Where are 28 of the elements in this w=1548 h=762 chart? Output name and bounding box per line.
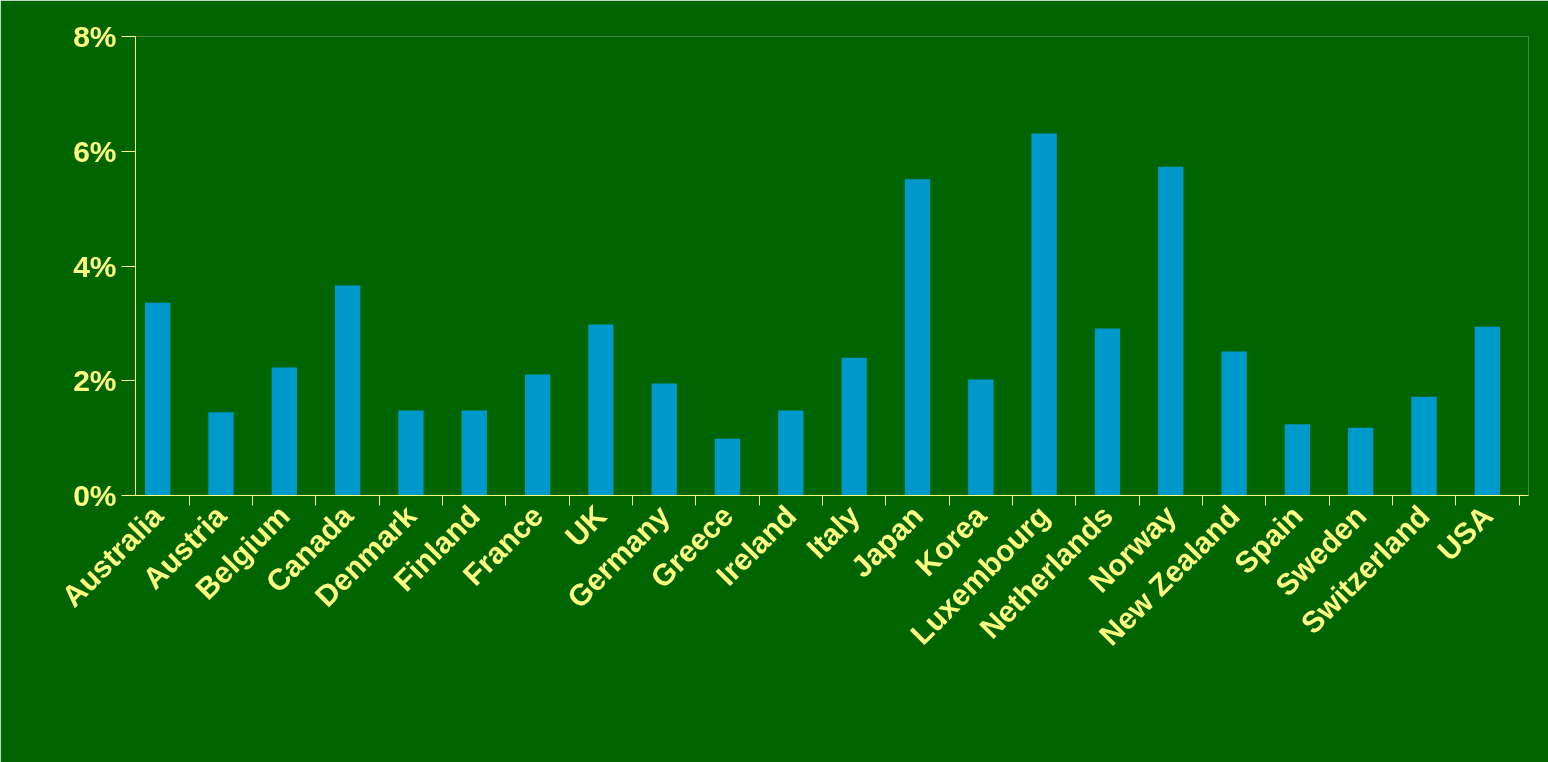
bar xyxy=(145,302,171,496)
bar xyxy=(778,410,804,496)
y-tick-label: 4% xyxy=(73,249,117,283)
bar xyxy=(271,367,297,496)
bar xyxy=(1284,424,1311,496)
bar xyxy=(524,374,551,496)
bar xyxy=(1411,396,1437,496)
bar xyxy=(714,438,741,496)
bar xyxy=(1031,133,1057,496)
y-tick-label: 0% xyxy=(73,479,117,512)
bar xyxy=(588,324,614,496)
y-tick-label: 8% xyxy=(73,20,117,53)
bar xyxy=(651,383,677,496)
bar xyxy=(904,179,931,496)
bar xyxy=(334,285,361,496)
bar xyxy=(1348,427,1374,496)
bar xyxy=(208,412,234,496)
bar xyxy=(968,379,994,496)
y-tick-label: 2% xyxy=(73,364,117,398)
bar xyxy=(1158,166,1184,496)
x-tick-label: USA xyxy=(1430,498,1500,567)
y-tick-label: 6% xyxy=(73,134,117,168)
bar xyxy=(1221,351,1247,496)
bar xyxy=(461,410,487,496)
bar xyxy=(1094,328,1121,496)
bar xyxy=(841,357,867,496)
bar xyxy=(1474,326,1501,496)
bar xyxy=(398,410,424,496)
